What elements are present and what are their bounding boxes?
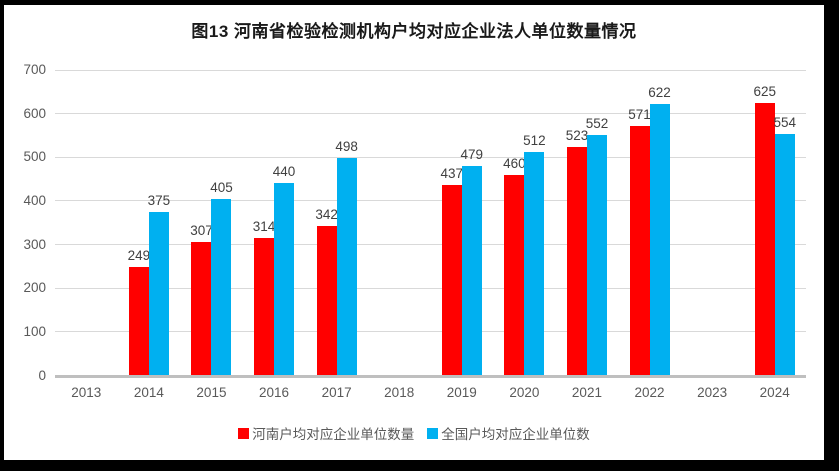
legend-label-henan: 河南户均对应企业单位数量 [252, 427, 415, 442]
bar-value-label-national-2017: 498 [335, 139, 358, 155]
x-tick-label-2020: 2020 [509, 384, 540, 400]
y-tick-label-700: 700 [23, 62, 46, 77]
y-tick-label-500: 500 [23, 149, 46, 165]
bar-henan-2017 [316, 226, 337, 376]
gridline-600 [55, 113, 806, 115]
y-tick-label-300: 300 [23, 236, 46, 252]
gridline-300 [55, 244, 806, 246]
y-tick-label-400: 400 [23, 192, 46, 208]
bar-henan-2016 [254, 238, 275, 376]
x-tick-label-2023: 2023 [697, 384, 728, 400]
legend-swatch-national [427, 427, 439, 439]
bar-national-2024 [774, 133, 795, 376]
bar-value-label-national-2021: 552 [585, 115, 609, 131]
gridline-400 [55, 200, 806, 202]
gridline-700 [55, 69, 806, 71]
bar-national-2020 [524, 152, 545, 376]
bar-value-label-henan-2020: 460 [503, 155, 526, 171]
legend-label-national: 全国户均对应企业单位数 [441, 427, 590, 442]
x-tick-label-2019: 2019 [446, 384, 477, 400]
bar-value-label-national-2022: 622 [648, 85, 671, 101]
bar-value-label-national-2020: 512 [523, 133, 546, 149]
bar-value-label-henan-2019: 437 [440, 165, 464, 181]
bar-value-label-national-2024: 554 [773, 114, 796, 130]
x-tick-label-2018: 2018 [384, 384, 415, 400]
x-tick-label-2017: 2017 [321, 384, 352, 400]
gridline-500 [55, 156, 806, 158]
bar-national-2015 [211, 198, 232, 376]
bar-national-2017 [336, 158, 357, 376]
bar-value-label-henan-2022: 571 [628, 107, 651, 123]
bar-henan-2014 [128, 266, 149, 376]
bar-henan-2015 [191, 241, 212, 376]
bar-national-2019 [461, 166, 482, 376]
bar-national-2022 [649, 104, 670, 376]
x-tick-label-2014: 2014 [133, 384, 164, 400]
bar-value-label-henan-2014: 249 [127, 247, 151, 263]
chart-canvas: 图13 河南省检验检测机构户均对应企业法人单位数量情况 0 100 200 300 40… [4, 5, 824, 460]
y-tick-label-0: 0 [38, 367, 46, 383]
chart-legend: 河南户均对应企业单位数量 全国户均对应企业单位数 [4, 423, 824, 443]
bar-henan-2024 [754, 102, 775, 376]
legend-swatch-henan [238, 427, 250, 439]
x-tick-label-2013: 2013 [71, 384, 102, 400]
x-tick-label-2022: 2022 [634, 384, 665, 400]
bar-value-label-henan-2015: 307 [190, 222, 213, 238]
x-tick-label-2016: 2016 [259, 384, 290, 400]
y-tick-label-100: 100 [23, 323, 46, 339]
bar-value-label-henan-2024: 625 [753, 83, 776, 99]
x-tick-label-2024: 2024 [759, 384, 790, 400]
gridline-200 [55, 287, 806, 289]
legend-item-henan: 河南户均对应企业单位数量 [238, 423, 414, 443]
y-tick-label-200: 200 [23, 280, 46, 296]
bar-value-label-national-2014: 375 [147, 192, 171, 208]
x-tick-label-2021: 2021 [571, 384, 602, 400]
x-tick-label-2015: 2015 [196, 384, 227, 400]
bar-value-label-henan-2016: 314 [252, 219, 276, 235]
bar-national-2016 [274, 183, 295, 376]
bar-value-label-henan-2017: 342 [315, 207, 338, 223]
chart-title: 图13 河南省检验检测机构户均对应企业法人单位数量情况 [191, 22, 637, 41]
legend-item-national: 全国户均对应企业单位数 [427, 423, 590, 443]
bar-value-label-national-2016: 440 [272, 164, 296, 180]
bar-value-label-national-2015: 405 [210, 179, 233, 195]
y-tick-label-600: 600 [23, 105, 46, 121]
gridline-100 [55, 331, 806, 333]
bar-national-2021 [586, 134, 607, 376]
bar-value-label-national-2019: 479 [460, 147, 484, 163]
bar-value-label-henan-2021: 523 [565, 128, 589, 144]
bar-national-2014 [148, 211, 169, 376]
bar-henan-2020 [504, 174, 525, 376]
x-axis-line [55, 374, 806, 378]
bar-henan-2019 [441, 184, 462, 376]
bar-henan-2021 [566, 147, 587, 376]
bar-henan-2022 [629, 126, 650, 376]
